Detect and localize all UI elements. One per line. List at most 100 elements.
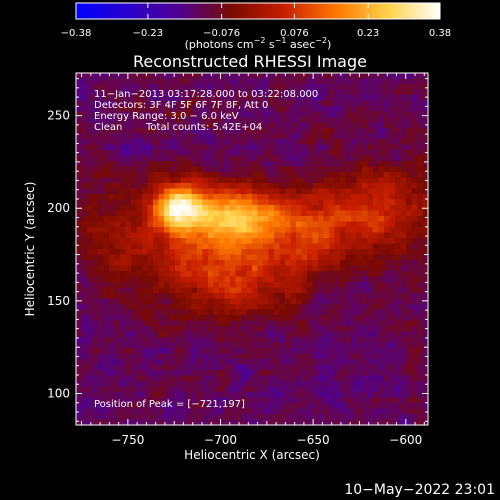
heatmap-cell	[230, 260, 236, 266]
heatmap-cell	[307, 128, 313, 134]
heatmap-cell	[224, 183, 231, 189]
heatmap-cell	[323, 84, 330, 90]
heatmap-cell	[268, 271, 275, 277]
heatmap-cell	[164, 205, 170, 211]
heatmap-cell	[175, 386, 181, 393]
heatmap-cell	[279, 403, 286, 409]
heatmap-cell	[120, 414, 126, 420]
heatmap-cell	[87, 100, 93, 107]
heatmap-cell	[417, 315, 423, 321]
heatmap-cell	[417, 375, 423, 382]
heatmap-cell	[169, 287, 176, 294]
heatmap-cell	[230, 221, 236, 228]
heatmap-cell	[340, 210, 346, 217]
heatmap-cell	[158, 227, 165, 233]
heatmap-cell	[329, 232, 335, 239]
heatmap-cell	[120, 304, 126, 310]
heatmap-cell	[197, 155, 203, 162]
heatmap-cell	[378, 348, 385, 354]
heatmap-cell	[378, 265, 385, 272]
heatmap-cell	[252, 375, 258, 382]
heatmap-cell	[109, 194, 115, 200]
heatmap-cell	[323, 117, 330, 123]
heatmap-cell	[197, 216, 203, 222]
heatmap-cell	[197, 309, 203, 316]
heatmap-cell	[131, 227, 137, 233]
heatmap-cell	[186, 293, 192, 299]
heatmap-cell	[367, 331, 374, 338]
heatmap-cell	[400, 73, 407, 79]
heatmap-cell	[296, 375, 302, 382]
heatmap-cell	[274, 359, 280, 365]
heatmap-cell	[87, 304, 93, 310]
heatmap-cell	[274, 381, 280, 387]
heatmap-cell	[290, 370, 297, 376]
heatmap-cell	[114, 342, 121, 349]
heatmap-cell	[307, 364, 313, 371]
heatmap-cell	[400, 408, 407, 415]
heatmap-cell	[290, 276, 297, 283]
heatmap-cell	[208, 84, 214, 90]
heatmap-cell	[400, 375, 407, 382]
heatmap-cell	[109, 271, 115, 277]
heatmap-cell	[230, 106, 236, 112]
heatmap-cell	[197, 177, 203, 184]
heatmap-cell	[191, 282, 198, 288]
heatmap-cell	[81, 397, 88, 404]
heatmap-cell	[87, 172, 93, 178]
heatmap-cell	[202, 309, 209, 316]
heatmap-cell	[389, 161, 396, 167]
heatmap-cell	[290, 194, 297, 200]
heatmap-cell	[175, 133, 181, 140]
heatmap-cell	[422, 375, 429, 382]
heatmap-cell	[274, 320, 280, 327]
heatmap-cell	[384, 298, 390, 305]
heatmap-cell	[384, 205, 390, 211]
heatmap-cell	[186, 117, 192, 123]
heatmap-cell	[323, 320, 330, 327]
heatmap-cell	[296, 84, 302, 90]
heatmap-cell	[329, 122, 335, 129]
heatmap-cell	[318, 194, 324, 200]
heatmap-cell	[252, 260, 258, 266]
heatmap-cell	[147, 254, 154, 261]
heatmap-cell	[395, 89, 401, 96]
heatmap-cell	[307, 177, 313, 184]
heatmap-cell	[290, 78, 297, 85]
heatmap-cell	[235, 183, 242, 189]
heatmap-cell	[180, 117, 187, 123]
heatmap-cell	[164, 161, 170, 167]
heatmap-cell	[202, 78, 209, 85]
heatmap-cell	[395, 353, 401, 360]
heatmap-cell	[367, 353, 374, 360]
heatmap-cell	[312, 122, 319, 129]
heatmap-cell	[279, 414, 286, 420]
heatmap-cell	[87, 265, 93, 272]
heatmap-cell	[362, 265, 368, 272]
heatmap-cell	[153, 408, 159, 415]
heatmap-cell	[224, 249, 231, 255]
heatmap-cell	[213, 106, 220, 112]
heatmap-cell	[296, 359, 302, 365]
heatmap-cell	[169, 392, 176, 398]
heatmap-cell	[175, 320, 181, 327]
heatmap-cell	[114, 199, 121, 206]
heatmap-cell	[120, 128, 126, 134]
heatmap-cell	[329, 133, 335, 140]
heatmap-cell	[323, 353, 330, 360]
heatmap-cell	[285, 348, 291, 354]
heatmap-cell	[329, 309, 335, 316]
heatmap-cell	[224, 89, 231, 96]
heatmap-cell	[142, 315, 148, 321]
heatmap-cell	[395, 419, 401, 426]
heatmap-cell	[147, 111, 154, 118]
heatmap-cell	[373, 161, 379, 167]
heatmap-cell	[109, 100, 115, 107]
heatmap-cell	[252, 304, 258, 310]
heatmap-cell	[136, 243, 143, 250]
heatmap-cell	[224, 326, 231, 332]
heatmap-cell	[241, 386, 247, 393]
heatmap-cell	[136, 254, 143, 261]
heatmap-cell	[98, 293, 104, 299]
heatmap-cell	[120, 249, 126, 255]
